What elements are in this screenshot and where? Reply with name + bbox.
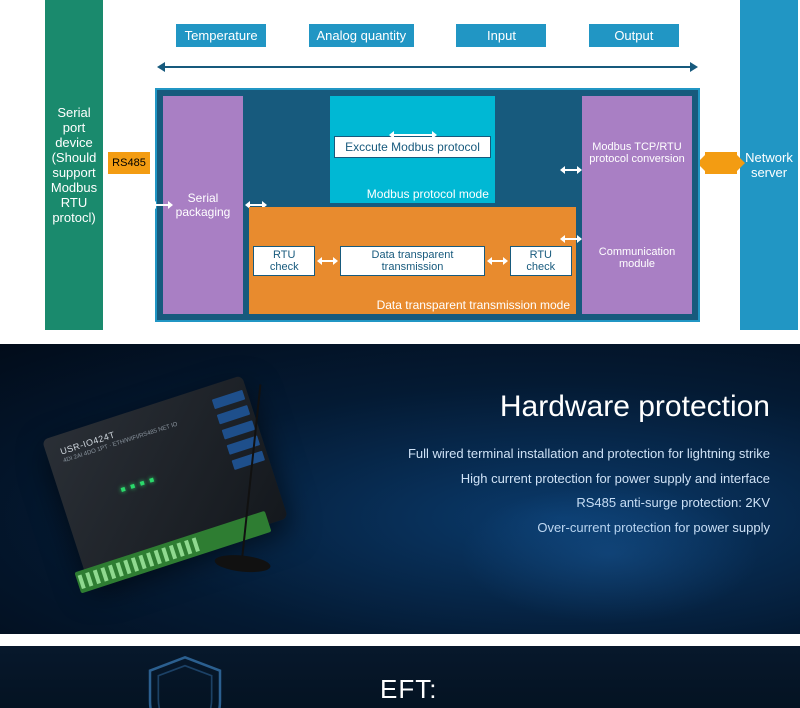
diagram-main: Temperature Analog quantity Input Output… — [155, 0, 700, 330]
io-box-analog: Analog quantity — [309, 24, 415, 47]
arrow-icon — [215, 47, 227, 67]
network-connector-arrow — [705, 152, 737, 174]
modbus-protocol-mode: Exccute Modbus protocol Modbus protocol … — [330, 96, 495, 203]
communication-module-label: Communication module — [586, 246, 688, 270]
serial-port-device-box: Serial port device (Should support Modbu… — [45, 0, 103, 330]
arrow-icon — [353, 0, 365, 18]
device-leds — [121, 478, 155, 492]
arrow-icon — [562, 233, 580, 245]
serial-port-device-label: Serial port device (Should support Modbu… — [49, 105, 99, 225]
arrow-icon — [153, 199, 171, 211]
hardware-line-1: Full wired terminal installation and pro… — [360, 442, 770, 467]
arrow-icon — [490, 0, 502, 18]
rs485-connector: RS485 — [108, 152, 150, 174]
hardware-line-2: High current protection for power supply… — [360, 467, 770, 492]
serial-packaging-module: Serial packaging — [163, 96, 243, 314]
transparent-mode: RTU check Data transparent transmission … — [249, 207, 576, 314]
data-transparent-box: Data transparent transmission — [340, 246, 485, 276]
hardware-title: Hardware protection — [360, 390, 770, 424]
network-server-label: Network server — [744, 150, 794, 180]
arrow-icon — [355, 47, 367, 67]
hardware-text-area: Hardware protection Full wired terminal … — [360, 344, 800, 634]
protocol-container: Serial packaging Exccute Modbus protocol… — [155, 88, 700, 322]
hardware-protection-panel: USR-IO424T 4DI 2AI 4DO 1PT · ETH/WIFI/RS… — [0, 344, 800, 634]
protocol-diagram: Serial port device (Should support Modbu… — [0, 0, 800, 330]
hardware-image-area: USR-IO424T 4DI 2AI 4DO 1PT · ETH/WIFI/RS… — [0, 344, 360, 634]
arrow-icon — [393, 134, 433, 136]
communication-module: Modbus TCP/RTU protocol conversion Commu… — [582, 96, 692, 314]
rtu-check-right: RTU check — [510, 246, 572, 276]
io-box-input: Input — [456, 24, 546, 47]
arrow-icon — [495, 47, 507, 67]
arrow-icon — [628, 47, 640, 67]
hardware-line-4: Over-current protection for power supply — [360, 516, 770, 541]
execute-modbus-box: Exccute Modbus protocol — [334, 136, 491, 158]
hardware-line-3: RS485 anti-surge protection: 2KV — [360, 491, 770, 516]
modbus-mode-label: Modbus protocol mode — [367, 187, 489, 201]
middle-modes: Exccute Modbus protocol Modbus protocol … — [249, 96, 576, 314]
rtu-check-left: RTU check — [253, 246, 315, 276]
device-ports — [207, 385, 285, 521]
network-server-box: Network server — [740, 0, 798, 330]
io-row: Temperature Analog quantity Input Output — [155, 24, 700, 67]
transparent-mode-label: Data transparent transmission mode — [377, 298, 570, 312]
arrow-icon — [321, 260, 334, 262]
io-box-output: Output — [589, 24, 679, 47]
serial-packaging-label: Serial packaging — [167, 191, 239, 219]
arrow-icon — [626, 0, 638, 18]
arrow-icon — [491, 260, 504, 262]
io-box-temperature: Temperature — [176, 24, 266, 47]
modbus-tcp-rtu-label: Modbus TCP/RTU protocol conversion — [586, 141, 688, 165]
arrow-icon — [562, 164, 580, 176]
eft-title: EFT: — [380, 674, 437, 705]
arrow-icon — [217, 0, 229, 18]
horizontal-bus-arrow — [163, 66, 692, 68]
top-stub-row — [155, 0, 700, 18]
eft-panel: EFT: — [0, 646, 800, 708]
rs485-label: RS485 — [112, 157, 146, 169]
